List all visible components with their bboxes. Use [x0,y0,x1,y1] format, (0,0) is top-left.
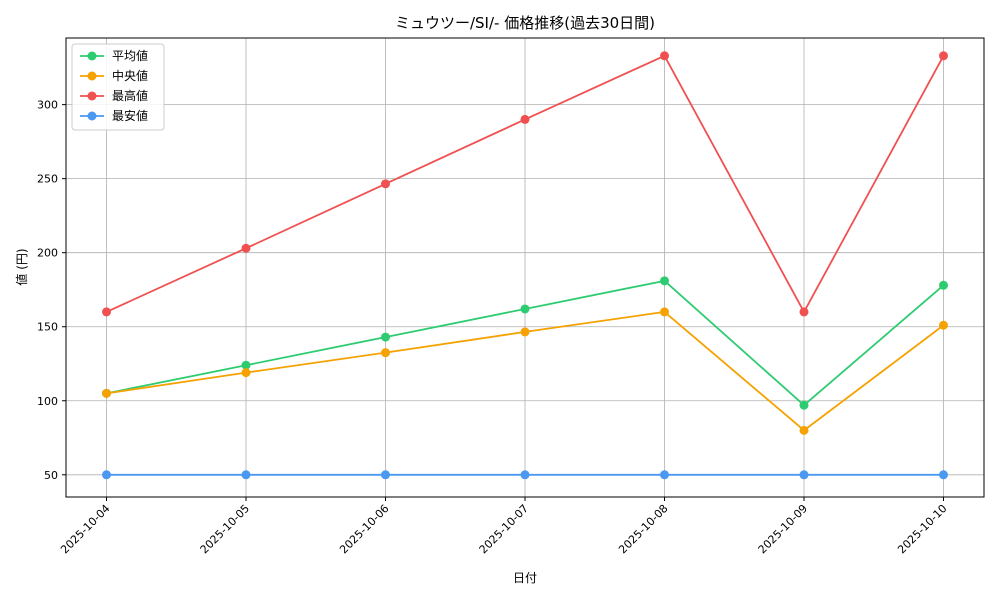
data-point [520,304,530,314]
data-point [660,276,669,286]
data-point [241,360,251,370]
data-point [102,470,111,480]
chart-title: ミュウツー/SI/- 価格推移(過去30日間) [395,14,655,32]
data-point [799,425,809,435]
x-tick-label: 2025-10-06 [337,502,391,556]
y-tick-label: 250 [37,173,58,186]
x-tick-label: 2025-10-10 [895,502,949,556]
legend-item: 最安値 [80,108,148,123]
legend-label: 最高値 [112,88,148,103]
data-point [799,470,809,480]
legend-label: 最安値 [112,108,148,123]
data-point [520,114,530,124]
x-tick-label: 2025-10-04 [58,502,112,556]
data-point [799,400,809,410]
y-tick-label: 150 [37,321,58,334]
x-tick-label: 2025-10-07 [477,502,531,556]
y-tick-label: 50 [44,469,58,482]
data-point [381,348,390,358]
legend-swatch-marker [87,91,97,101]
series-1 [102,276,948,410]
y-tick-label: 200 [37,247,58,260]
legend-swatch-marker [87,111,97,121]
data-point [939,280,948,290]
data-point [660,470,669,480]
legend-item: 中央値 [80,68,148,83]
data-point [241,368,251,378]
legend-swatch-marker [87,51,97,61]
data-point [381,332,390,342]
x-tick-label: 2025-10-09 [756,502,810,556]
grid [66,38,984,497]
data-point [939,470,948,480]
legend-label: 平均値 [112,48,148,63]
x-tick-label: 2025-10-05 [198,502,252,556]
legend-item: 平均値 [80,48,148,63]
data-point [520,470,530,480]
data-point [102,388,111,398]
data-point [102,307,111,317]
y-axis-label: 値 (円) [14,248,29,285]
data-point [799,307,809,317]
legend-item: 最高値 [80,88,148,103]
x-axis: 2025-10-04 2025-10-05 2025-10-06 2025-10-07… [58,497,950,556]
series-3 [102,51,948,317]
data-point [660,51,669,61]
data-point [660,307,669,317]
data-point [520,327,530,337]
x-axis-label: 日付 [513,571,537,585]
series-2 [102,307,948,435]
series-4 [102,470,948,480]
y-tick-label: 100 [37,395,58,408]
data-point [381,179,390,189]
x-tick-label: 2025-10-08 [616,502,670,556]
y-tick-label: 300 [37,99,58,112]
data-point [241,470,251,480]
y-axis: 50 100 150 200 250 300 [37,99,66,482]
data-point [241,243,251,253]
plot-area [102,51,948,480]
legend-label: 中央値 [112,68,148,83]
data-point [939,51,948,61]
legend-swatch-marker [87,71,97,81]
legend-box [71,43,165,131]
data-point [381,470,390,480]
data-point [939,320,948,330]
